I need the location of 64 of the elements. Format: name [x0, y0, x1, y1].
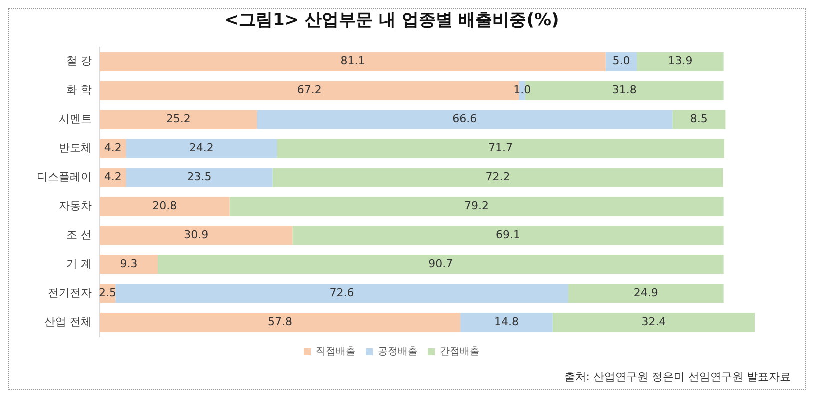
- bar: [277, 139, 724, 158]
- bar: [257, 110, 673, 130]
- bar: [637, 52, 724, 72]
- data-label: 25.2: [166, 112, 191, 126]
- y-tick-label: 철 강: [66, 54, 92, 68]
- data-label: 13.9: [668, 54, 693, 68]
- bar: [272, 168, 724, 188]
- legend-label: 직접배출: [316, 346, 356, 358]
- data-label: 4.2: [104, 170, 122, 184]
- bar: [100, 226, 293, 246]
- legend-label: 간접배출: [440, 346, 480, 358]
- y-tick-label: 화 학: [66, 84, 92, 97]
- bar: [126, 139, 278, 158]
- bar: [100, 255, 158, 274]
- chart-title: <그림1> 산업부문 내 업종별 배출비중(%): [224, 10, 560, 31]
- bar: [126, 168, 273, 188]
- y-tick-label: 자동차: [59, 200, 92, 213]
- data-label: 4.2: [104, 142, 122, 155]
- bar: [568, 284, 724, 304]
- bar: [116, 284, 568, 304]
- data-label: 31.8: [612, 84, 637, 97]
- data-label: 1.0: [514, 84, 532, 97]
- data-label: 57.8: [268, 315, 293, 328]
- data-label: 5.0: [612, 54, 630, 68]
- bar: [100, 110, 258, 130]
- bar: [672, 110, 726, 130]
- y-tick-label: 전기전자: [48, 286, 92, 300]
- data-label: 67.2: [297, 84, 322, 97]
- data-label: 30.9: [184, 228, 209, 242]
- y-tick-label: 기 계: [66, 257, 92, 270]
- data-label: 14.8: [494, 315, 519, 328]
- y-tick-label: 시멘트: [59, 112, 92, 126]
- data-label: 24.9: [634, 286, 658, 300]
- data-label: 66.6: [452, 112, 478, 126]
- data-label: 71.7: [488, 142, 514, 155]
- y-tick-label: 디스플레이: [37, 170, 92, 184]
- data-label: 72.6: [330, 286, 354, 300]
- data-label: 23.5: [187, 170, 212, 184]
- source-note: 출처: 산업연구원 정은미 선임연구원 발표자료: [564, 370, 791, 384]
- bar: [158, 255, 724, 274]
- bar: [230, 197, 724, 216]
- data-label: 32.4: [642, 315, 666, 328]
- y-tick-label: 반도체: [59, 142, 92, 155]
- data-label: 2.5: [99, 286, 117, 300]
- data-label: 20.8: [152, 200, 178, 213]
- data-label: 79.2: [464, 200, 490, 213]
- data-label: 8.5: [690, 112, 708, 126]
- data-label: 81.1: [340, 54, 366, 68]
- y-tick-label: 산업 전체: [44, 315, 92, 328]
- bar: [292, 226, 724, 246]
- data-label: 24.2: [189, 142, 214, 155]
- data-label: 72.2: [486, 170, 510, 184]
- bar: [100, 197, 230, 216]
- bar: [100, 168, 126, 188]
- data-label: 9.3: [120, 257, 138, 270]
- bar: [552, 312, 755, 332]
- bar: [100, 52, 606, 72]
- bar: [100, 139, 126, 158]
- legend-label: 공정배출: [378, 346, 418, 358]
- data-label: 69.1: [496, 228, 521, 242]
- bar: [460, 312, 553, 332]
- data-label: 90.7: [428, 257, 454, 270]
- bar: [100, 312, 461, 332]
- y-tick-label: 조 선: [66, 228, 92, 242]
